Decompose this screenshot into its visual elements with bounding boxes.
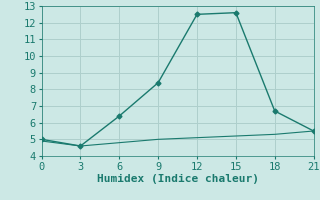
X-axis label: Humidex (Indice chaleur): Humidex (Indice chaleur) bbox=[97, 174, 259, 184]
